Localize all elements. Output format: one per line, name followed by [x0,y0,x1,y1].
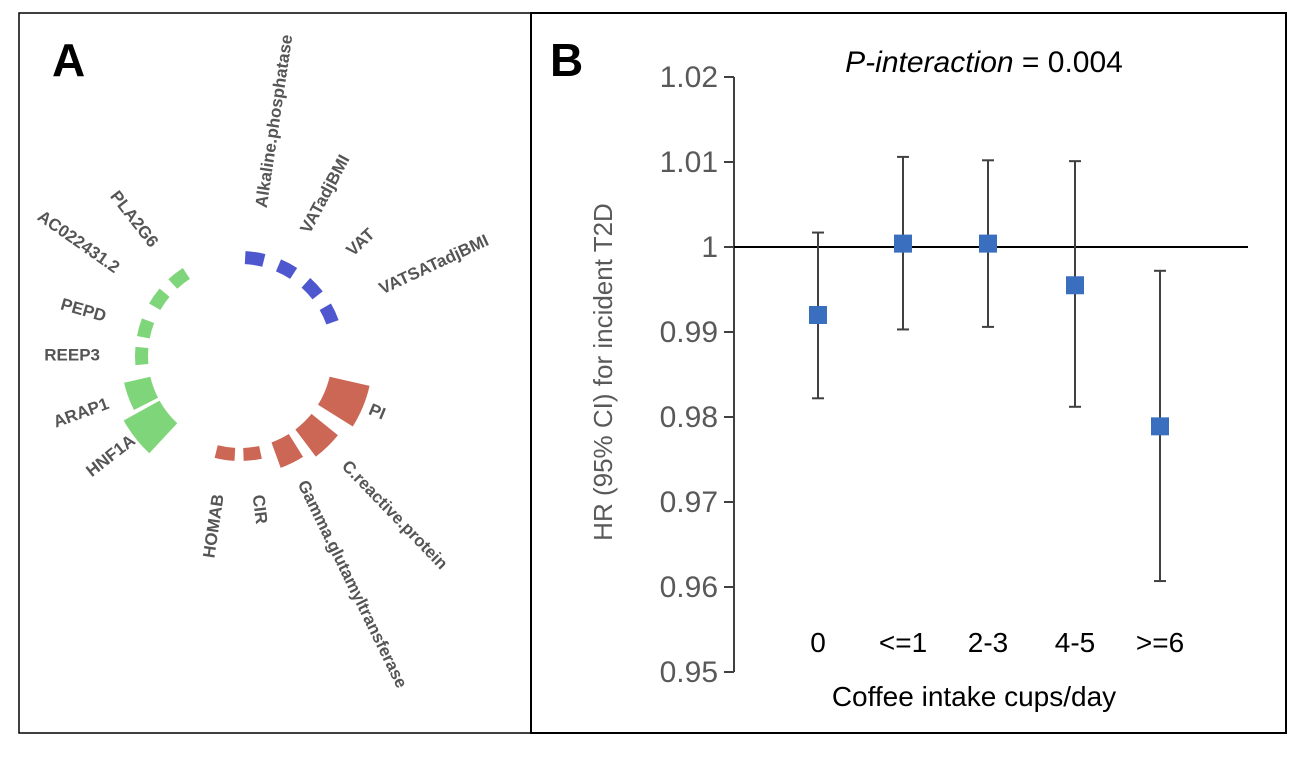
y-tick-label: 0.97 [660,486,718,519]
circos-segment-vatadjbmi [275,259,298,279]
circos-label: AC022431.2 [34,207,123,277]
y-tick-label: 1.01 [660,146,718,179]
x-category-label: 4-5 [1055,627,1095,658]
circos-label: PEPD [59,295,109,326]
x-category-label: >=6 [1136,627,1184,658]
x-category-label: 0 [810,627,826,658]
panel-a-letter: A [52,34,85,86]
circos-label: REEP3 [44,345,100,364]
circos-segment-reep3 [134,346,149,366]
circos-segment-c-reactive-protein [295,413,338,457]
circos-segment-pepd [136,318,155,339]
circos-segment-hnf1a [123,400,178,454]
panel-b-letter: B [550,34,583,86]
hr-point-marker [809,306,827,324]
y-tick-label: 1.02 [660,61,718,94]
y-tick-label: 0.98 [660,401,718,434]
y-tick-label: 0.99 [660,316,718,349]
hr-point-marker [979,234,997,253]
hr-point-marker [894,234,912,253]
panel-b-border [530,12,1287,734]
circos-segment-pla2g6 [168,267,190,289]
circos-segments [123,251,370,468]
circos-segment-cir [243,445,262,461]
x-category-label: <=1 [879,627,927,658]
y-ticks: 0.95 0.96 0.97 0.98 0.99 1 1.01 1.02 [660,61,734,689]
circos-label: VAT [343,224,379,260]
circos-label: ARAP1 [51,394,112,432]
circos-segment-arap1 [124,376,159,411]
circos-segment-vat [301,277,323,300]
hr-point-marker [1151,417,1169,436]
chart-title-italic: P-interaction [845,46,1013,79]
circos-segment-vatsatadjbmi [319,303,339,325]
circos-segment-gamma-glutamyltransferase [271,434,304,468]
circos-label: PI [366,400,388,424]
data-points [809,155,1169,583]
circos-segment-pi [318,376,370,427]
y-tick-label: 0.96 [660,571,718,604]
y-axis-label: HR (95% CI) for incident T2D [588,203,618,541]
y-tick-label: 0.95 [660,656,718,689]
circos-segment-ac022431-2 [149,288,170,310]
hr-point-marker [1066,276,1084,295]
circos-label: C.reactive.protein [338,457,451,574]
panel-b-chart: B P-interaction = 0.004 HR (95% CI) for … [550,34,1248,712]
chart-title: P-interaction = 0.004 [845,46,1123,79]
circos-label: CIR [249,494,271,525]
circos-label: Alkaline.phosphatase [252,33,297,209]
circos-label: VATadjBMI [296,152,353,237]
circos-segment-homab [214,445,236,461]
circos-label: HOMAB [199,493,227,559]
x-axis-label: Coffee intake cups/day [832,681,1116,712]
y-tick-label: 1 [701,231,718,264]
circos-label: VATSATadjBMI [376,231,492,298]
x-category-labels: 0 <=1 2-3 4-5 >=6 [810,627,1184,658]
circos-label: PLA2G6 [106,187,162,251]
x-category-label: 2-3 [968,627,1008,658]
circos-label: HNF1A [82,431,138,481]
chart-title-value: = 0.004 [1014,46,1123,79]
circos-segment-alkaline-phosphatase [244,251,266,267]
